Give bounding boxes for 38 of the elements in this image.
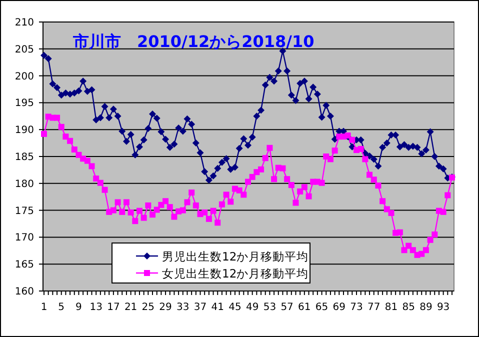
x-tick-label: 21 <box>124 302 138 313</box>
y-tick-label: 205 <box>14 44 34 56</box>
y-tick-label: 190 <box>14 125 34 136</box>
y-tick-label: 160 <box>14 286 34 298</box>
y-tick-label: 180 <box>14 178 34 190</box>
y-tick-label: 200 <box>14 71 34 82</box>
y-tick-label: 165 <box>14 260 34 271</box>
x-tick-label: 41 <box>211 302 224 313</box>
x-tick-label: 65 <box>315 302 328 313</box>
x-tick-label: 29 <box>159 302 172 313</box>
x-tick-label: 33 <box>176 302 190 313</box>
text: 市川市 2010/12から2018/10 <box>72 32 314 51</box>
legend-label: 女児出生数12か月移動平均 <box>162 266 309 280</box>
x-tick-label: 85 <box>402 302 415 313</box>
x-tick-label: 37 <box>194 302 207 313</box>
x-tick-label: 73 <box>350 302 363 313</box>
x-tick-label: 1 <box>40 302 48 313</box>
x-tick-label: 53 <box>263 302 276 313</box>
y-tick-label: 185 <box>14 152 34 163</box>
y-tick-label: 175 <box>14 206 34 217</box>
x-tick-label: 13 <box>90 302 102 313</box>
x-tick-label: 5 <box>58 302 65 313</box>
x-tick-label: 9 <box>76 302 82 313</box>
x-tick-label: 81 <box>384 302 398 313</box>
x-tick-label: 17 <box>107 302 120 313</box>
x-tick-label: 25 <box>142 302 155 313</box>
x-tick-label: 69 <box>332 302 346 313</box>
x-tick-label: 45 <box>228 302 242 313</box>
x-tick-label: 77 <box>368 302 380 313</box>
y-tick-label: 195 <box>14 98 34 110</box>
x-tick-label: 93 <box>436 302 450 313</box>
x-tick-label: 57 <box>280 302 294 313</box>
x-tick-label: 89 <box>420 302 432 313</box>
x-tick-label: 49 <box>246 302 259 313</box>
legend-label: 男児出生数12か月移動平均 <box>162 250 309 264</box>
y-tick-label: 170 <box>14 232 34 244</box>
y-tick-label: 210 <box>14 18 34 28</box>
x-tick-label: 61 <box>298 302 311 313</box>
